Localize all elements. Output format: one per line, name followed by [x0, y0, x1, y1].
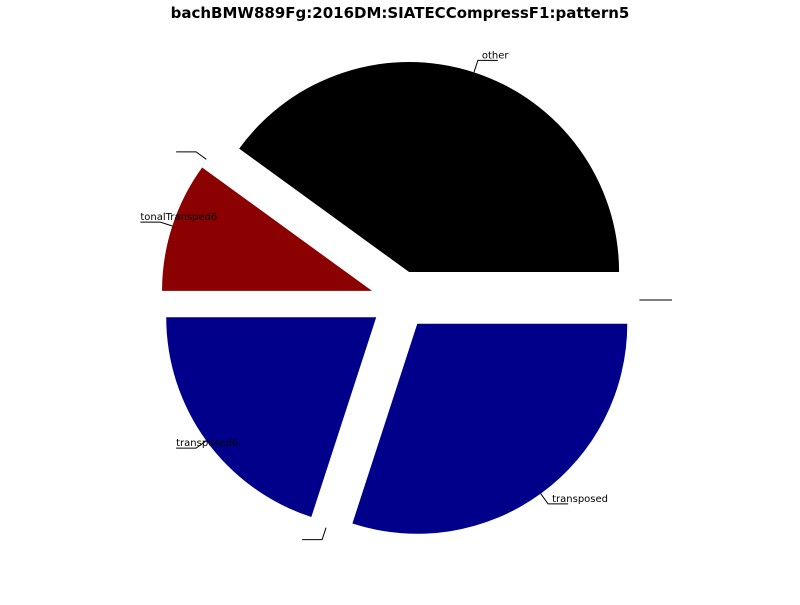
leader-line-transposed [540, 493, 569, 505]
pie-slices [162, 62, 628, 534]
chart-title: bachBMW889Fg:2016DM:SIATECCompressF1:pat… [171, 4, 630, 22]
slice-label-transposed6: transposed6 [176, 438, 238, 449]
leader-line-unlabeled-4 [302, 527, 327, 541]
slice-label-tonaltransped6: tonalTransped6 [140, 212, 217, 223]
leader-line-transposed6 [176, 440, 207, 449]
pie-slice-transposed6 [166, 317, 377, 518]
leader-line-other [473, 59, 498, 73]
pie-labels: other tonalTransped6 transposed6 transposed [140, 50, 672, 541]
pie-slice-other [239, 62, 620, 273]
leader-line-unlabeled-1 [176, 151, 207, 160]
slice-label-other: other [482, 50, 510, 61]
pie-slice-tonaltransped6 [162, 167, 373, 291]
pie-slice-transposed [352, 323, 628, 534]
slice-label-transposed: transposed [552, 494, 608, 505]
leader-line-tonaltransped6 [140, 221, 173, 227]
